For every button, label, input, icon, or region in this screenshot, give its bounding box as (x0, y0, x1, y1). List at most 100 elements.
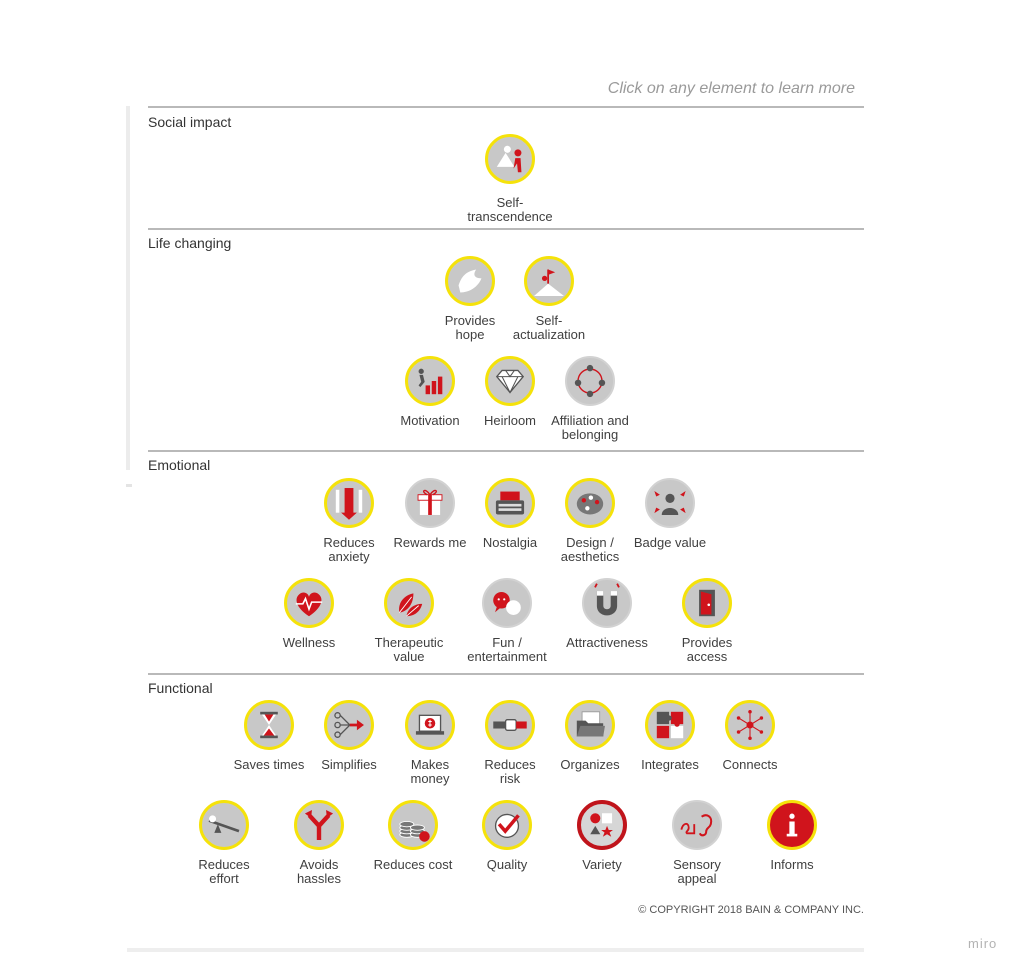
element-connects[interactable]: Connects (703, 700, 803, 794)
shapes-icon (577, 800, 627, 850)
element-label: Self-transcendence (467, 195, 553, 224)
gift-icon (405, 478, 455, 528)
network-icon (725, 700, 775, 750)
separator-social (148, 106, 864, 108)
merge-arrows-icon (324, 700, 374, 750)
element-affiliation[interactable]: Affiliation and belonging (543, 356, 643, 450)
puzzle-icon (645, 700, 695, 750)
element-self-transcendence[interactable]: Self-transcendence (463, 134, 563, 228)
element-organizes[interactable]: Organizes (543, 700, 643, 794)
person-arrows-icon (645, 478, 695, 528)
element-label: Simplifies (321, 757, 377, 772)
element-makes-money[interactable]: Makes money (383, 700, 483, 794)
element-label: Affiliation and belonging (551, 413, 629, 442)
element-label: Rewards me (393, 535, 467, 550)
element-label: Makes money (410, 757, 450, 786)
split-arrows-icon (294, 800, 344, 850)
element-label: Quality (486, 857, 528, 872)
element-label: Wellness (282, 635, 336, 650)
element-label: Reduces effort (198, 857, 250, 886)
element-label: Avoids hassles (296, 857, 342, 886)
element-label: Reduces cost (373, 857, 453, 872)
element-saves-time[interactable]: Saves times (222, 700, 322, 794)
element-badge-value[interactable]: Badge value (623, 478, 723, 572)
element-label: Saves times (233, 757, 305, 772)
element-label: Design / aesthetics (560, 535, 620, 564)
typewriter-icon (485, 478, 535, 528)
palette-icon (565, 478, 615, 528)
element-label: Heirloom (483, 413, 536, 428)
element-label: Motivation (400, 413, 460, 428)
element-label: Sensory appeal (673, 857, 721, 886)
element-sensory-appeal[interactable]: Sensory appeal (650, 800, 750, 894)
element-label: Reduces anxiety (323, 535, 375, 564)
element-label: Nostalgia (482, 535, 538, 550)
miro-watermark: miro (968, 936, 998, 951)
element-label: Integrates (641, 757, 699, 772)
element-reduces-effort[interactable]: Reduces effort (177, 800, 277, 894)
helping-hand-icon (485, 134, 535, 184)
separator-life (148, 228, 864, 230)
element-avoids-hassles[interactable]: Avoids hassles (272, 800, 372, 894)
section-title-emotional: Emotional (148, 457, 211, 473)
element-label: Fun / entertainment (467, 635, 547, 664)
element-provides-hope[interactable]: Provides hope (423, 256, 523, 350)
info-icon (767, 800, 817, 850)
element-reduces-anxiety[interactable]: Reduces anxiety (302, 478, 402, 572)
element-design-aesthetics[interactable]: Design / aesthetics (543, 478, 643, 572)
bottom-border (127, 948, 864, 952)
element-wellness[interactable]: Wellness (262, 578, 362, 672)
element-self-actualization[interactable]: Self-actualization (502, 256, 602, 350)
element-informs[interactable]: Informs (745, 800, 845, 894)
element-integrates[interactable]: Integrates (623, 700, 723, 794)
summit-flag-icon (524, 256, 574, 306)
magnet-icon (582, 578, 632, 628)
element-label: Provides hope (444, 313, 496, 342)
left-border-mark (126, 484, 132, 487)
left-border (126, 106, 130, 470)
seatbelt-icon (485, 700, 535, 750)
section-title-life: Life changing (148, 235, 232, 251)
copyright-notice: © COPYRIGHT 2018 BAIN & COMPANY INC. (638, 904, 864, 916)
element-variety[interactable]: Variety (555, 800, 655, 894)
people-circle-icon (565, 356, 615, 406)
element-label: Connects (722, 757, 778, 772)
coins-icon (388, 800, 438, 850)
element-label: Organizes (560, 757, 620, 772)
element-fun-entertainment[interactable]: Fun / entertainment (460, 578, 560, 672)
element-quality[interactable]: Quality (460, 800, 560, 894)
dove-icon (445, 256, 495, 306)
element-provides-access[interactable]: Provides access (660, 578, 760, 672)
section-title-social: Social impact (148, 114, 232, 130)
speech-bubbles-icon (482, 578, 532, 628)
element-label: Attractiveness (566, 635, 648, 650)
element-label: Badge value (633, 535, 707, 550)
element-label: Reduces risk (484, 757, 536, 786)
laptop-money-icon (405, 700, 455, 750)
ear-icon (672, 800, 722, 850)
diamond-icon (485, 356, 535, 406)
element-label: Therapeutic value (374, 635, 444, 664)
down-arrows-icon (324, 478, 374, 528)
element-nostalgia[interactable]: Nostalgia (463, 478, 563, 572)
element-label: Provides access (681, 635, 733, 664)
element-reduces-cost[interactable]: Reduces cost (366, 800, 466, 894)
element-therapeutic-value[interactable]: Therapeutic value (362, 578, 462, 672)
element-attractiveness[interactable]: Attractiveness (560, 578, 660, 672)
open-door-icon (682, 578, 732, 628)
separator-functional (148, 673, 864, 675)
section-title-functional: Functional (148, 680, 213, 696)
element-heirloom[interactable]: Heirloom (463, 356, 563, 450)
checkmark-icon (482, 800, 532, 850)
leaves-icon (384, 578, 434, 628)
element-reduces-risk[interactable]: Reduces risk (463, 700, 563, 794)
element-rewards-me[interactable]: Rewards me (383, 478, 483, 572)
element-simplifies[interactable]: Simplifies (302, 700, 402, 794)
element-label: Informs (770, 857, 814, 872)
folder-icon (565, 700, 615, 750)
element-motivation[interactable]: Motivation (383, 356, 483, 450)
separator-emotional (148, 450, 864, 452)
lever-icon (199, 800, 249, 850)
element-label: Variety (582, 857, 622, 872)
runner-bars-icon (405, 356, 455, 406)
